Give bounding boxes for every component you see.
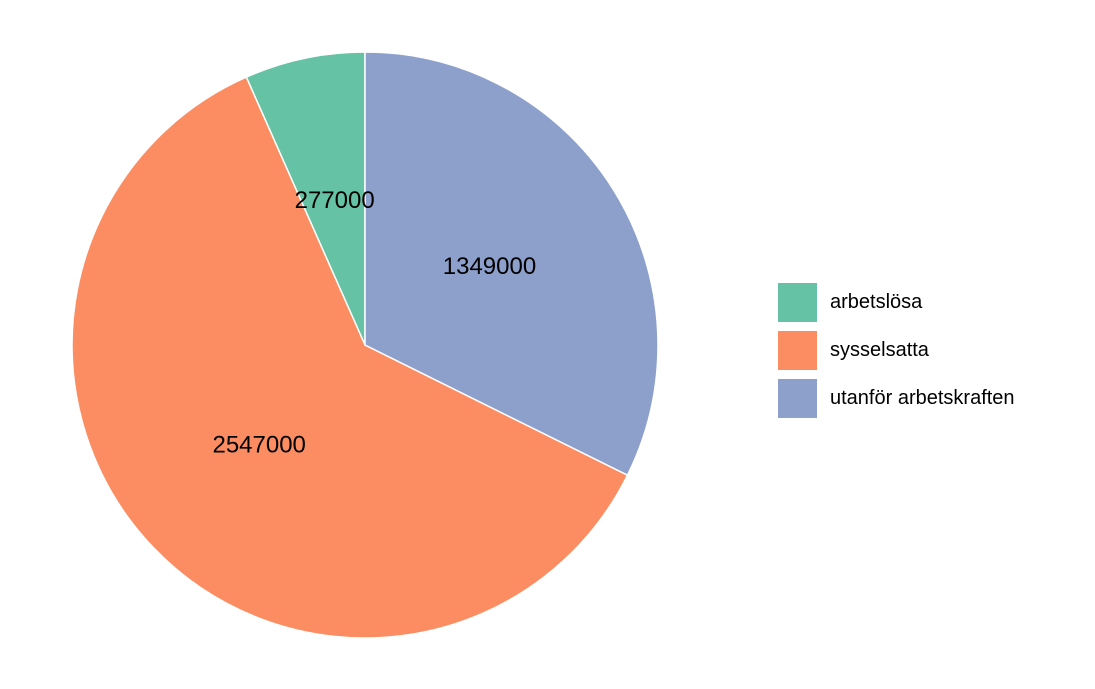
legend-swatch-utanfor-arbetskraften bbox=[778, 378, 817, 418]
legend-swatch-arbetslosa bbox=[778, 282, 817, 322]
pie-slices bbox=[71, 51, 659, 639]
legend-label-sysselsatta: sysselsatta bbox=[830, 338, 929, 361]
legend: arbetslösa sysselsatta utanför arbetskra… bbox=[778, 278, 1015, 422]
legend-label-utanfor-arbetskraften: utanför arbetskraften bbox=[830, 386, 1015, 409]
legend-item-sysselsatta: sysselsatta bbox=[778, 326, 1015, 374]
value-label-sysselsatta: 2547000 bbox=[212, 432, 305, 459]
pie-value-labels: 277000 2547000 1349000 bbox=[212, 187, 536, 459]
pie-slice-sysselsatta bbox=[71, 76, 629, 639]
legend-swatch-sysselsatta bbox=[778, 330, 817, 370]
legend-item-arbetslosa: arbetslösa bbox=[778, 278, 1015, 326]
pie-slice-utanfor-arbetskraften bbox=[364, 51, 659, 477]
value-label-arbetslosa: 277000 bbox=[295, 187, 375, 214]
pie-slice-arbetslosa bbox=[245, 51, 366, 346]
legend-item-utanfor-arbetskraften: utanför arbetskraften bbox=[778, 374, 1015, 422]
legend-label-arbetslosa: arbetslösa bbox=[830, 290, 923, 313]
value-label-utanfor-arbetskraften: 1349000 bbox=[443, 253, 536, 280]
